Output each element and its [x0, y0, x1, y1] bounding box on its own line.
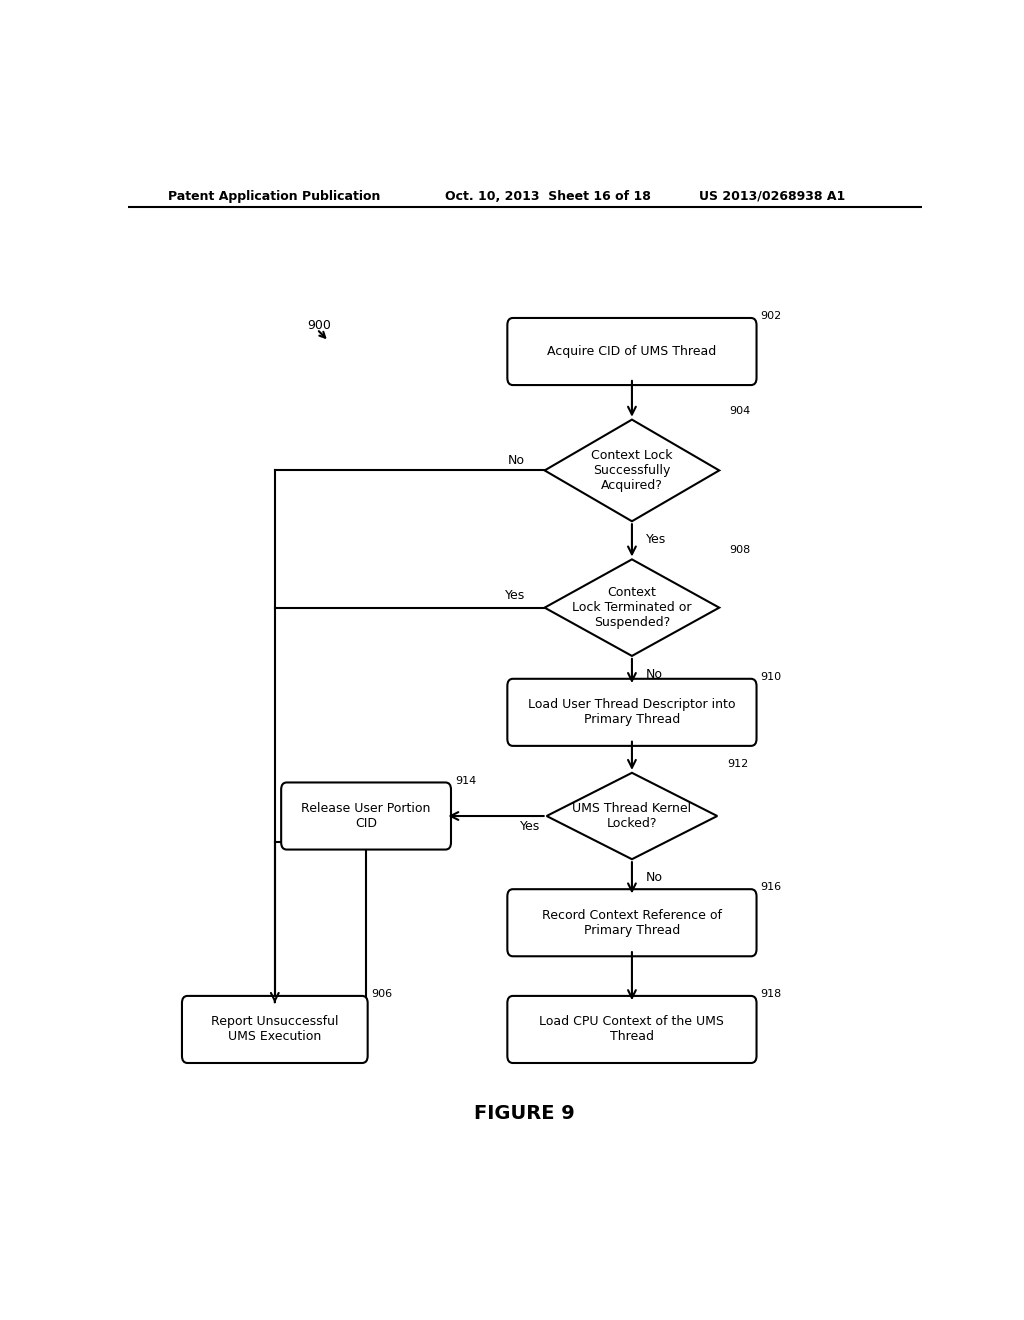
Text: US 2013/0268938 A1: US 2013/0268938 A1 [699, 190, 846, 202]
Text: Report Unsuccessful
UMS Execution: Report Unsuccessful UMS Execution [211, 1015, 339, 1043]
FancyBboxPatch shape [507, 318, 757, 385]
Text: Yes: Yes [505, 589, 524, 602]
Text: 912: 912 [727, 759, 748, 768]
Text: 900: 900 [307, 318, 331, 331]
Text: 918: 918 [761, 989, 781, 999]
FancyBboxPatch shape [282, 783, 451, 850]
Text: Yes: Yes [646, 533, 667, 546]
FancyBboxPatch shape [507, 995, 757, 1063]
Text: Release User Portion
CID: Release User Portion CID [301, 803, 431, 830]
Polygon shape [547, 772, 717, 859]
Text: 914: 914 [455, 776, 476, 785]
Text: Yes: Yes [520, 820, 541, 833]
Text: No: No [646, 668, 664, 681]
Text: Context Lock
Successfully
Acquired?: Context Lock Successfully Acquired? [591, 449, 673, 492]
Polygon shape [545, 420, 719, 521]
Text: 902: 902 [761, 312, 781, 321]
Text: Oct. 10, 2013  Sheet 16 of 18: Oct. 10, 2013 Sheet 16 of 18 [445, 190, 651, 202]
Text: 910: 910 [761, 672, 781, 682]
Text: 916: 916 [761, 882, 781, 892]
FancyBboxPatch shape [507, 678, 757, 746]
Text: UMS Thread Kernel
Locked?: UMS Thread Kernel Locked? [572, 803, 691, 830]
FancyBboxPatch shape [182, 995, 368, 1063]
Text: Record Context Reference of
Primary Thread: Record Context Reference of Primary Thre… [542, 908, 722, 937]
Text: Acquire CID of UMS Thread: Acquire CID of UMS Thread [547, 345, 717, 358]
FancyBboxPatch shape [507, 890, 757, 956]
Text: Load CPU Context of the UMS
Thread: Load CPU Context of the UMS Thread [540, 1015, 724, 1043]
Text: 908: 908 [729, 545, 750, 556]
Text: FIGURE 9: FIGURE 9 [474, 1105, 575, 1123]
Text: 904: 904 [729, 405, 750, 416]
Text: Load User Thread Descriptor into
Primary Thread: Load User Thread Descriptor into Primary… [528, 698, 735, 726]
Polygon shape [545, 560, 719, 656]
Text: Patent Application Publication: Patent Application Publication [168, 190, 380, 202]
Text: Context
Lock Terminated or
Suspended?: Context Lock Terminated or Suspended? [572, 586, 691, 630]
Text: 906: 906 [372, 989, 393, 999]
Text: No: No [646, 871, 664, 884]
Text: No: No [508, 454, 524, 467]
